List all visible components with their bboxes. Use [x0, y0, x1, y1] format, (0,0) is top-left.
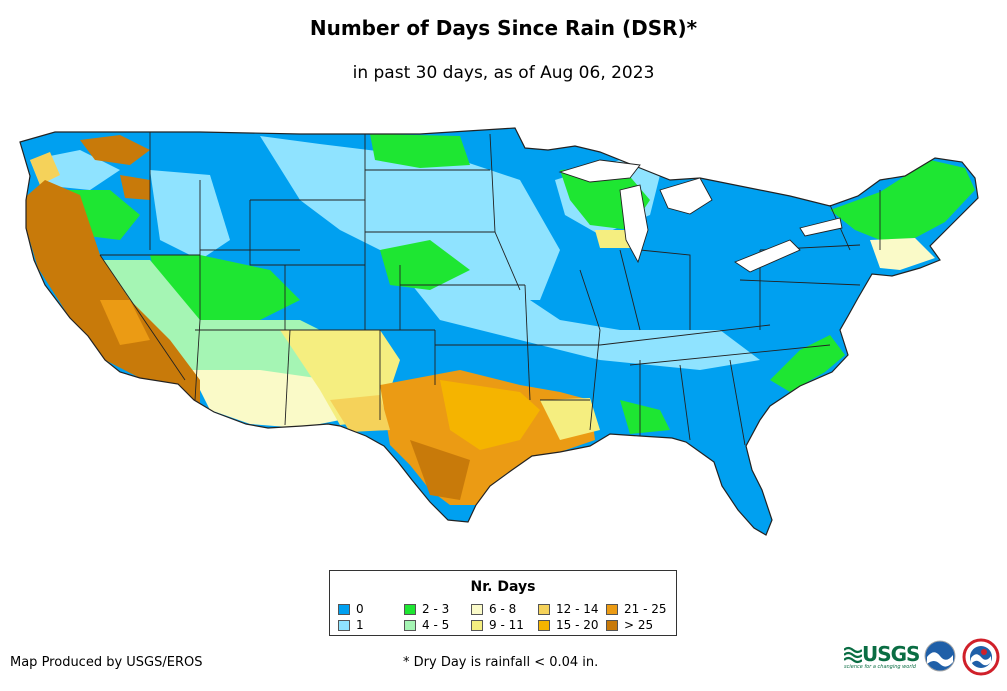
legend-swatch — [471, 619, 483, 631]
great-lakes — [558, 159, 843, 273]
legend-label: 15 - 20 — [556, 618, 599, 632]
legend-swatch — [538, 619, 550, 631]
legend-swatch — [338, 603, 350, 615]
map-credit: Map Produced by USGS/EROS — [10, 655, 203, 670]
nws-logo-icon — [962, 638, 1000, 676]
legend-label: 6 - 8 — [489, 602, 517, 616]
legend-label: 9 - 11 — [489, 618, 524, 632]
legend-item-3: 4 - 5 — [404, 618, 449, 632]
legend-item-4: 6 - 8 — [471, 602, 516, 616]
legend-item-0: 0 — [338, 602, 364, 616]
legend-label: 2 - 3 — [422, 602, 450, 616]
legend-swatch — [338, 619, 350, 631]
legend-label: 0 — [356, 602, 364, 616]
map-subtitle: in past 30 days, as of Aug 06, 2023 — [352, 63, 655, 83]
legend-item-1: 1 — [338, 618, 364, 632]
map-title: Number of Days Since Rain (DSR)* — [309, 16, 698, 40]
legend-swatch — [404, 603, 416, 615]
dsr-shading — [20, 128, 978, 535]
usgs-logo: USGS science for a changing world — [842, 640, 920, 674]
legend-swatch — [538, 603, 550, 615]
legend-item-6: 12 - 14 — [538, 602, 599, 616]
legend-item-2: 2 - 3 — [404, 602, 449, 616]
legend-item-9: > 25 — [606, 618, 653, 632]
legend-swatch — [606, 603, 618, 615]
legend-label: > 25 — [624, 618, 654, 632]
legend-title: Nr. Days — [470, 579, 536, 595]
usgs-wave-icon — [844, 646, 862, 664]
legend-label: 4 - 5 — [422, 618, 450, 632]
state-boundaries — [99, 132, 881, 446]
legend-swatch — [404, 619, 416, 631]
dry-day-footnote: * Dry Day is rainfall < 0.04 in. — [403, 655, 599, 670]
legend: Nr. Days 0 1 2 - 3 4 - 5 6 - 8 9 - 11 12… — [329, 570, 677, 636]
legend-swatch — [606, 619, 618, 631]
usgs-tagline: science for a changing world — [844, 664, 916, 670]
usgs-wordmark: USGS — [862, 642, 920, 666]
legend-swatch — [471, 603, 483, 615]
legend-item-5: 9 - 11 — [471, 618, 524, 632]
legend-label: 1 — [356, 618, 364, 632]
legend-item-7: 15 - 20 — [538, 618, 599, 632]
legend-item-8: 21 - 25 — [606, 602, 667, 616]
noaa-logo-icon — [924, 640, 956, 672]
legend-label: 21 - 25 — [624, 602, 667, 616]
legend-label: 12 - 14 — [556, 602, 599, 616]
